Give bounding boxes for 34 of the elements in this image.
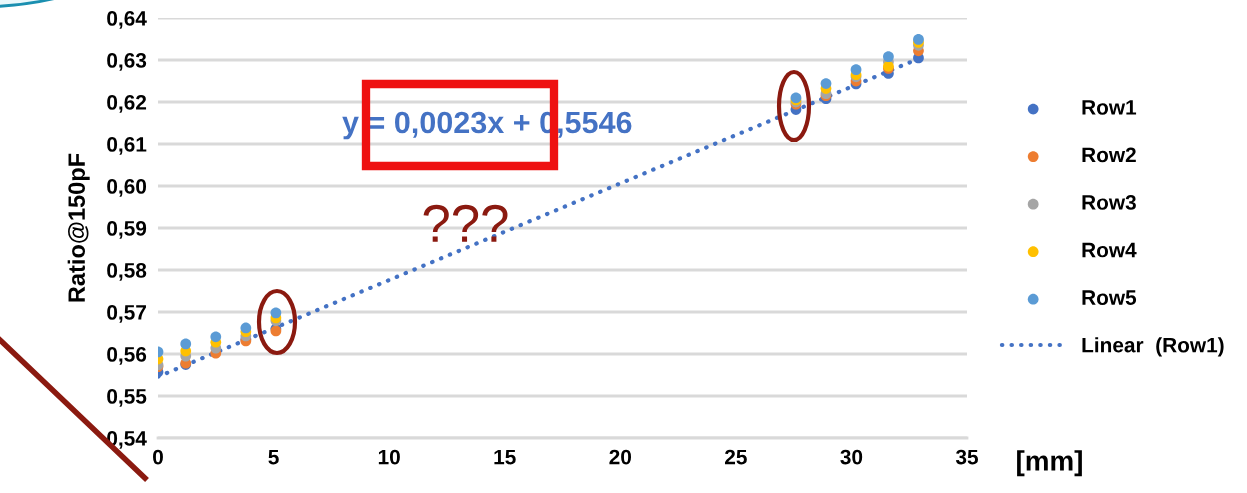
y-tick-label: 0,62 xyxy=(107,95,147,113)
point xyxy=(850,64,862,76)
point xyxy=(240,322,252,334)
point xyxy=(883,51,894,63)
x-axis-title: [mm] xyxy=(1017,450,1082,477)
legend-label: Row3 xyxy=(1082,195,1136,210)
point xyxy=(270,307,282,319)
x-tick-label: 25 xyxy=(724,449,747,465)
point xyxy=(180,338,192,350)
annotation: ??? xyxy=(423,204,508,242)
y-tick-label: 0,57 xyxy=(107,305,146,323)
x-tick-label: 35 xyxy=(955,449,979,465)
y-tick-label: 0,61 xyxy=(107,137,147,155)
point xyxy=(210,331,222,343)
legend-label: Row4 xyxy=(1082,242,1137,258)
legend-label: Row1 xyxy=(1082,100,1137,115)
y-axis-title: Ratio@150pF xyxy=(67,153,90,302)
legend-label: Row2 xyxy=(1082,147,1136,163)
y-tick-label: 0,63 xyxy=(107,53,147,71)
x-tick-label: 10 xyxy=(378,449,400,465)
x-tick-label: 30 xyxy=(840,449,863,465)
x-tick-label: 0 xyxy=(153,449,163,465)
y-tick-label: 0,59 xyxy=(107,221,147,239)
x-tick-label: 5 xyxy=(268,449,279,465)
x-tick-label: 15 xyxy=(494,449,516,465)
x-tick-label: 20 xyxy=(609,449,632,465)
y-tick-label: 0,55 xyxy=(107,389,147,407)
y-tick-label: 0,60 xyxy=(107,179,147,197)
y-tick-label: 0,58 xyxy=(107,263,147,281)
y-tick-label: 0,56 xyxy=(107,347,147,365)
legend-label: Row5 xyxy=(1082,290,1137,305)
legend-label: Linear (Row1) xyxy=(1082,337,1224,357)
point xyxy=(820,78,832,89)
y-tick-label: 0,64 xyxy=(107,11,147,29)
